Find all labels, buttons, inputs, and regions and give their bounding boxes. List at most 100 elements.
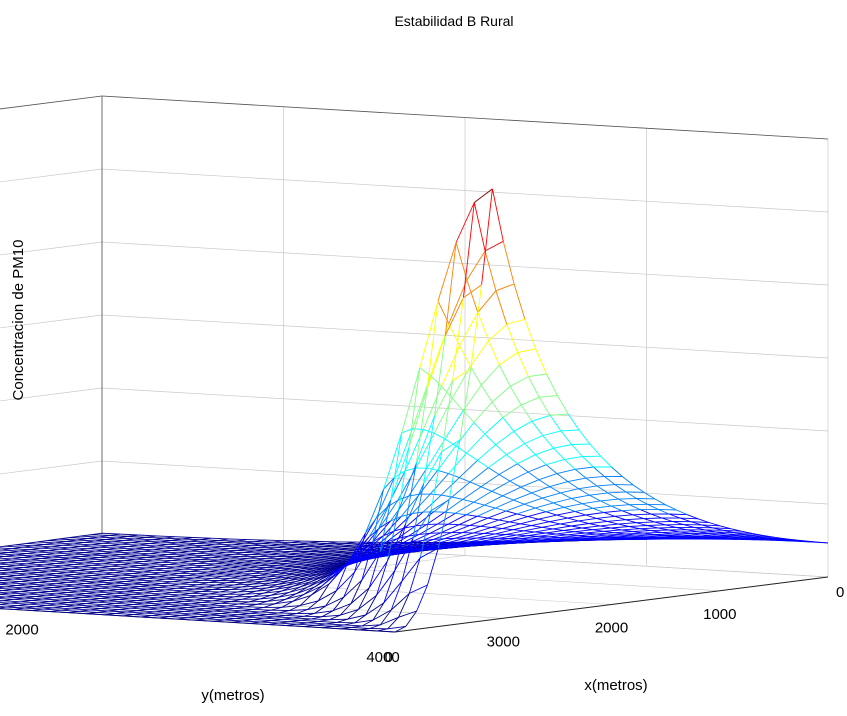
surface-line xyxy=(12,558,31,561)
surface-line xyxy=(73,543,92,546)
surface-line xyxy=(92,575,111,578)
surface-line xyxy=(116,537,135,540)
surface-line xyxy=(85,593,104,596)
surface-line xyxy=(643,531,662,534)
surface-line xyxy=(516,513,528,518)
surface-line xyxy=(538,518,550,523)
surface-line xyxy=(505,510,518,515)
surface-line xyxy=(365,517,377,534)
surface-line xyxy=(37,551,56,554)
surface-line xyxy=(56,573,75,576)
surface-line xyxy=(426,335,446,390)
surface-line xyxy=(137,610,156,613)
surface-line xyxy=(487,534,506,539)
surface-line xyxy=(513,499,525,505)
surface-line xyxy=(94,540,114,543)
surface-line xyxy=(488,454,507,468)
surface-line xyxy=(550,413,569,416)
surface-line xyxy=(463,284,482,299)
surface-line xyxy=(538,479,550,487)
surface-line xyxy=(253,619,272,622)
surface-line xyxy=(350,579,363,604)
surface-line xyxy=(603,529,622,532)
surface-line xyxy=(87,538,106,540)
surface-line xyxy=(400,541,412,545)
surface-line xyxy=(244,580,264,583)
surface-line xyxy=(55,562,75,565)
surface-line xyxy=(110,565,129,568)
surface-line xyxy=(488,340,500,366)
surface-line xyxy=(75,604,94,607)
surface-line xyxy=(100,597,119,600)
surface-line xyxy=(365,595,377,616)
surface-line xyxy=(636,521,655,524)
surface-line xyxy=(480,474,500,488)
surface-line xyxy=(102,542,121,545)
surface-line xyxy=(614,484,627,493)
surface-line xyxy=(574,468,587,479)
surface-line xyxy=(202,612,221,615)
surface-line xyxy=(24,607,43,610)
surface-line xyxy=(448,523,460,526)
surface-line xyxy=(369,624,381,629)
surface-line xyxy=(110,586,130,589)
surface-line xyxy=(277,564,296,566)
surface-line xyxy=(167,543,186,546)
surface-line xyxy=(328,563,348,585)
surface-line xyxy=(368,551,381,589)
surface-line xyxy=(292,573,311,578)
surface-line xyxy=(571,498,583,505)
surface-line xyxy=(285,594,304,600)
surface-line xyxy=(344,624,363,627)
surface-line xyxy=(520,523,532,527)
surface-line xyxy=(117,578,137,581)
surface-line xyxy=(131,542,150,545)
surface-line xyxy=(292,581,311,587)
surface-line xyxy=(552,525,572,530)
grid-line xyxy=(0,314,103,329)
surface-line xyxy=(63,575,82,578)
surface-line xyxy=(466,514,478,517)
surface-line xyxy=(462,384,482,411)
surface-line xyxy=(245,592,264,595)
surface-line xyxy=(132,593,152,596)
surface-line xyxy=(559,535,579,538)
surface-line xyxy=(256,600,268,605)
surface-line xyxy=(201,601,221,604)
surface-line xyxy=(78,590,97,593)
surface-line xyxy=(679,517,699,520)
surface-line xyxy=(15,554,34,557)
surface-line xyxy=(520,486,532,494)
surface-line xyxy=(444,499,464,513)
surface-line xyxy=(230,588,249,591)
surface-line xyxy=(270,571,289,574)
surface-line xyxy=(120,533,139,536)
surface-line xyxy=(187,617,207,620)
surface-line xyxy=(560,523,572,527)
surface-line xyxy=(0,563,17,566)
surface-line xyxy=(300,619,319,622)
surface-line xyxy=(473,202,486,251)
surface-line xyxy=(426,523,438,526)
surface-line xyxy=(263,603,275,608)
surface-line xyxy=(408,367,421,448)
surface-line xyxy=(474,188,493,203)
surface-line xyxy=(382,543,402,553)
surface-line xyxy=(607,492,619,500)
surface-line xyxy=(281,586,300,592)
surface-line xyxy=(398,593,410,618)
surface-line xyxy=(57,603,76,606)
surface-line xyxy=(429,473,449,495)
y-tick-label: 2000 xyxy=(5,622,38,639)
surface-line xyxy=(434,380,454,417)
surface-line xyxy=(273,576,293,579)
surface-line xyxy=(527,532,546,537)
surface-line xyxy=(150,563,169,566)
surface-line xyxy=(415,511,435,527)
surface-line xyxy=(498,364,511,387)
surface-line xyxy=(622,476,634,486)
surface-line xyxy=(263,590,282,594)
surface-line xyxy=(542,492,561,499)
surface-line xyxy=(108,610,127,613)
surface-line xyxy=(107,580,126,583)
